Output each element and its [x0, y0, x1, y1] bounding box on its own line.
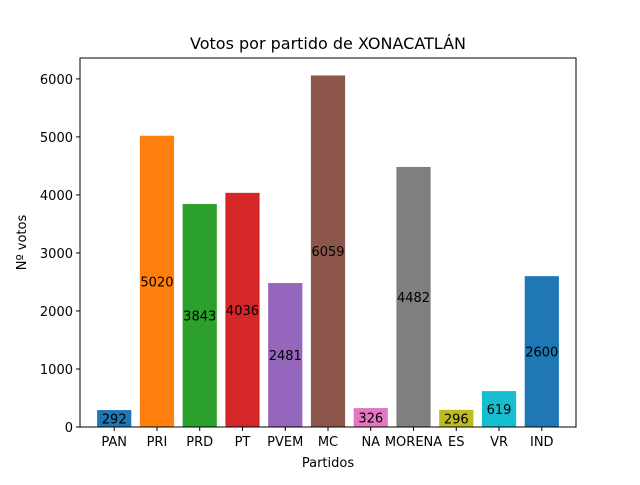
data-label-prd: 3843: [183, 310, 216, 325]
x-tick-label-pan: PAN: [101, 435, 127, 450]
data-label-ind: 2600: [525, 346, 558, 361]
y-tick-label: 6000: [40, 73, 73, 88]
bar-morena: [396, 166, 431, 428]
bar-ind: [524, 276, 559, 427]
data-label-morena: 4482: [397, 291, 430, 306]
y-tick-label: 4000: [40, 189, 73, 204]
data-label-es: 296: [444, 412, 469, 427]
bars-layer: [97, 75, 559, 428]
x-tick-label-pt: PT: [235, 435, 251, 450]
x-tick-label-es: ES: [448, 435, 464, 450]
x-tick-label-vr: VR: [490, 435, 508, 450]
x-tick-label-prd: PRD: [186, 435, 213, 450]
y-tick-label: 3000: [40, 247, 73, 262]
data-label-vr: 619: [487, 403, 512, 418]
data-label-pan: 292: [102, 413, 127, 428]
x-tick-label-ind: IND: [530, 435, 554, 450]
y-axis-title: Nº votos: [15, 215, 30, 271]
x-tick-label-na: NA: [361, 435, 380, 450]
bar-vr: [481, 391, 517, 427]
data-label-mc: 6059: [311, 245, 344, 260]
x-tick-label-mc: MC: [318, 435, 338, 450]
bar-prd: [182, 204, 217, 427]
plot-frame: [79, 57, 577, 428]
bar-pt: [225, 192, 260, 427]
x-axis-title: Partidos: [302, 456, 354, 471]
chart-title: Votos por partido de XONACATLÁN: [190, 34, 466, 53]
data-label-na: 326: [358, 412, 383, 427]
x-tick-label-pri: PRI: [147, 435, 168, 450]
data-label-pri: 5020: [140, 275, 173, 290]
x-tick-label-morena: MORENA: [385, 435, 442, 450]
y-tick-label: 5000: [40, 131, 73, 146]
x-axis: PAN PRI PRD PT PVEM MC NA MORENA ES VR IND: [101, 427, 554, 450]
data-labels-layer: 292 5020 3843 4036 2481 6059 326 4482 296 619 2600: [102, 245, 559, 427]
bar-pri: [139, 135, 175, 427]
bar-mc: [310, 75, 346, 427]
data-label-pvem: 2481: [269, 349, 302, 364]
bar-pvem: [268, 283, 303, 427]
bar-na: [353, 408, 388, 427]
bar-es: [439, 409, 474, 427]
y-tick-label: 0: [65, 421, 73, 436]
y-tick-label: 1000: [40, 363, 73, 378]
y-tick-label: 2000: [40, 305, 73, 320]
y-axis: 0 1000 2000 3000 4000 5000 6000: [40, 73, 80, 436]
bar-pan: [97, 410, 132, 427]
data-label-pt: 4036: [226, 304, 259, 319]
x-tick-label-pvem: PVEM: [267, 435, 303, 450]
